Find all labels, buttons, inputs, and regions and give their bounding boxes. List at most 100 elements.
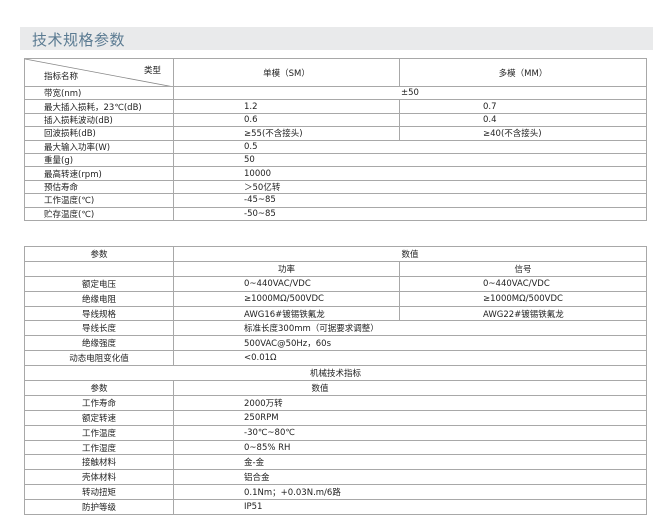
- row-label: 最高转速(rpm): [24, 166, 174, 181]
- row-value: 500VAC@50Hz，60s: [173, 335, 647, 352]
- row-value-mm: ≥40(不含接头): [399, 126, 647, 141]
- table-row: 壳体材料 铝合金: [24, 469, 647, 486]
- row-label: 转动扭矩: [24, 484, 174, 501]
- row-value: 2000万转: [173, 394, 647, 411]
- row-label: 导线长度: [24, 320, 174, 337]
- mech-header-param: 参数: [24, 380, 174, 396]
- mech-section-title: 机械技术指标: [24, 365, 647, 382]
- row-value-sm: ≥55(不含接头): [173, 126, 400, 141]
- table-row: 绝缘强度 500VAC@50Hz，60s: [24, 335, 647, 352]
- row-label: 最大输入功率(W): [24, 139, 174, 154]
- diagonal-header-cell: 类型 指标名称: [24, 58, 174, 87]
- row-value-sm: 1.2: [173, 99, 400, 114]
- row-value: ±50: [173, 85, 647, 101]
- row-value: 50: [173, 152, 647, 168]
- table-row: 额定转速 250RPM: [24, 409, 647, 426]
- diagonal-line: [25, 59, 169, 86]
- table-row: 带宽(nm) ±50: [24, 85, 647, 101]
- header-signal: 信号: [399, 260, 647, 277]
- row-label: 最大插入损耗，23℃(dB): [24, 99, 174, 114]
- table-row: 工作寿命 2000万转: [24, 394, 647, 411]
- row-label: 动态电阻变化值: [24, 350, 174, 367]
- row-label: 防护等级: [24, 499, 174, 516]
- row-value: 0.1Nm；+0.03N.m/6路: [173, 484, 647, 501]
- row-value: -50~85: [173, 206, 647, 221]
- row-label: 回波损耗(dB): [24, 126, 174, 141]
- header-param: 参数: [24, 246, 174, 262]
- corner-label-name: 指标名称: [44, 72, 79, 82]
- table-row: 回波损耗(dB) ≥55(不含接头) ≥40(不含接头): [24, 126, 647, 141]
- row-value-mm: 0.7: [399, 99, 647, 114]
- table-header-row: 参数 数值: [24, 246, 647, 262]
- row-label: 导线规格: [24, 305, 174, 322]
- table-row: 转动扭矩 0.1Nm；+0.03N.m/6路: [24, 484, 647, 501]
- row-label: 绝缘电阻: [24, 290, 174, 307]
- row-value: 金-金: [173, 454, 647, 471]
- spec-table: 类型 指标名称 单模（SM） 多模（MM） 带宽(nm) ±50 最大插入损耗，2…: [24, 58, 647, 221]
- table-row: 防护等级 IP51: [24, 499, 647, 516]
- row-value: 10000: [173, 166, 647, 181]
- row-value: 250RPM: [173, 409, 647, 426]
- table-row: 额定电压 0~440VAC/VDC 0~440VAC/VDC: [24, 275, 647, 292]
- row-value: -45~85: [173, 193, 647, 208]
- row-value: IP51: [173, 499, 647, 516]
- mech-title-row: 机械技术指标: [24, 365, 647, 382]
- mech-header-value: 数值: [173, 380, 647, 396]
- header-value: 数值: [173, 246, 647, 262]
- electrical-mechanical-table: 参数 数值 功率 信号 额定电压 0~440VAC/VDC 0~440VAC/VDC 绝…: [24, 246, 647, 516]
- mech-header-row: 参数 数值: [24, 380, 647, 396]
- row-value: 0~85% RH: [173, 439, 647, 456]
- row-value: 铝合金: [173, 469, 647, 486]
- row-value: -30℃~80℃: [173, 424, 647, 441]
- row-label: 贮存温度(℃): [24, 206, 174, 221]
- row-value-power: 0~440VAC/VDC: [173, 275, 400, 292]
- section-title: 技术规格参数: [32, 31, 126, 49]
- row-value-sm: 0.6: [173, 112, 400, 128]
- row-value-mm: 0.4: [399, 112, 647, 128]
- empty-cell: [24, 260, 174, 277]
- table-row: 贮存温度(℃) -50~85: [24, 206, 647, 221]
- table-row: 最大插入损耗，23℃(dB) 1.2 0.7: [24, 99, 647, 114]
- row-label: 工作温度: [24, 424, 174, 441]
- table-row: 最大输入功率(W) 0.5: [24, 139, 647, 154]
- row-label: 接触材料: [24, 454, 174, 471]
- row-label: 带宽(nm): [24, 85, 174, 101]
- row-label: 工作湿度: [24, 439, 174, 456]
- table-row: 工作湿度 0~85% RH: [24, 439, 647, 456]
- table-row: 工作温度 -30℃~80℃: [24, 424, 647, 441]
- table-row: 导线长度 标准长度300mm（可据要求调整）: [24, 320, 647, 337]
- table-row: 导线规格 AWG16#镀锡铁氟龙 AWG22#镀锡铁氟龙: [24, 305, 647, 322]
- row-label: 壳体材料: [24, 469, 174, 486]
- table-row: 绝缘电阻 ≥1000MΩ/500VDC ≥1000MΩ/500VDC: [24, 290, 647, 307]
- header-power: 功率: [173, 260, 400, 277]
- table-row: 预估寿命 ＞50亿转: [24, 179, 647, 195]
- row-value-power: ≥1000MΩ/500VDC: [173, 290, 400, 307]
- row-value: ＞50亿转: [173, 179, 647, 195]
- row-label: 工作寿命: [24, 394, 174, 411]
- row-label: 插入损耗波动(dB): [24, 112, 174, 128]
- row-label: 额定电压: [24, 275, 174, 292]
- table-row: 接触材料 金-金: [24, 454, 647, 471]
- table-header-row: 类型 指标名称 单模（SM） 多模（MM）: [24, 58, 647, 87]
- corner-label-type: 类型: [143, 66, 161, 76]
- table-row: 工作温度(℃) -45~85: [24, 193, 647, 208]
- row-value: 标准长度300mm（可据要求调整）: [173, 320, 647, 337]
- header-mm: 多模（MM）: [399, 58, 647, 87]
- row-label: 绝缘强度: [24, 335, 174, 352]
- row-value-signal: AWG22#镀锡铁氟龙: [399, 305, 647, 322]
- section-title-bar: 技术规格参数: [20, 27, 653, 50]
- row-value-signal: 0~440VAC/VDC: [399, 275, 647, 292]
- table-row: 重量(g) 50: [24, 152, 647, 168]
- row-label: 重量(g): [24, 152, 174, 168]
- row-label: 额定转速: [24, 409, 174, 426]
- row-value-power: AWG16#镀锡铁氟龙: [173, 305, 400, 322]
- table-row: 动态电阻变化值 <0.01Ω: [24, 350, 647, 367]
- row-value: 0.5: [173, 139, 647, 154]
- table-subheader-row: 功率 信号: [24, 260, 647, 277]
- header-sm: 单模（SM）: [173, 58, 400, 87]
- table-row: 最高转速(rpm) 10000: [24, 166, 647, 181]
- table-row: 插入损耗波动(dB) 0.6 0.4: [24, 112, 647, 128]
- row-label: 预估寿命: [24, 179, 174, 195]
- row-value-signal: ≥1000MΩ/500VDC: [399, 290, 647, 307]
- row-value: <0.01Ω: [173, 350, 647, 367]
